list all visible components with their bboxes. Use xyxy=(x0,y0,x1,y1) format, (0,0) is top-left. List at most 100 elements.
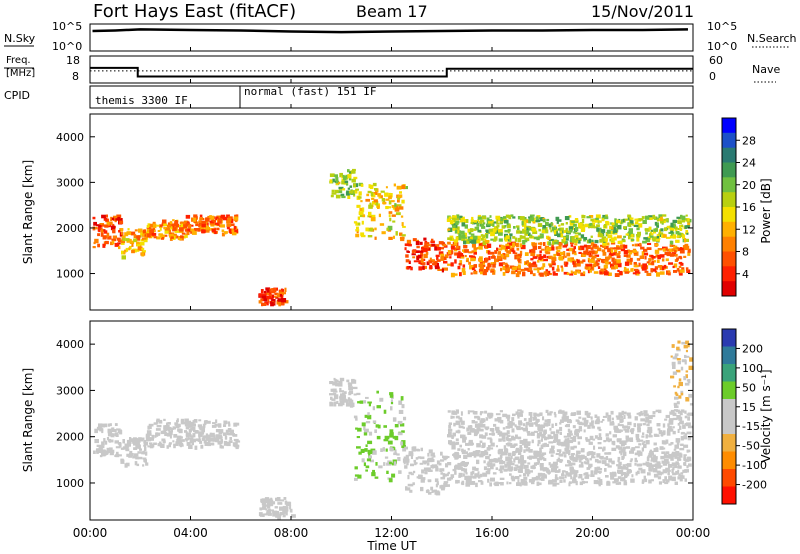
heatmap-cell xyxy=(384,192,389,197)
heatmap-cell xyxy=(111,240,115,245)
heatmap-cell xyxy=(410,455,413,459)
heatmap-cell xyxy=(105,440,108,445)
heatmap-cell xyxy=(460,482,464,485)
heatmap-cell xyxy=(484,451,489,455)
heatmap-cell xyxy=(672,417,678,421)
heatmap-cell xyxy=(196,438,199,442)
heatmap-cell xyxy=(529,235,532,239)
heatmap-cell xyxy=(554,464,558,469)
heatmap-cell xyxy=(571,453,575,456)
heatmap-cell xyxy=(355,233,360,238)
heatmap-cell xyxy=(420,479,425,483)
heatmap-cell xyxy=(429,265,433,268)
heatmap-cell xyxy=(660,216,663,221)
heatmap-cell xyxy=(174,422,179,425)
heatmap-cell xyxy=(483,466,487,471)
heatmap-cell xyxy=(475,482,478,488)
heatmap-cell xyxy=(349,382,353,387)
heatmap-cell xyxy=(576,429,580,433)
heatmap-cell xyxy=(528,264,532,268)
heatmap-cell xyxy=(188,444,193,449)
heatmap-cell xyxy=(560,223,565,226)
heatmap-cell xyxy=(606,229,611,234)
heatmap-cell xyxy=(588,412,591,415)
heatmap-cell xyxy=(232,442,238,447)
heatmap-cell xyxy=(648,258,652,262)
heatmap-cell xyxy=(363,400,367,404)
heatmap-cell xyxy=(357,216,360,220)
heatmap-cell xyxy=(571,438,577,442)
heatmap-cell xyxy=(193,216,198,219)
heatmap-cell xyxy=(455,438,459,442)
heatmap-cell xyxy=(185,438,188,442)
heatmap-cell xyxy=(583,237,588,241)
heatmap-cell xyxy=(377,193,382,197)
heatmap-cell xyxy=(674,481,678,485)
heatmap-cell xyxy=(677,268,680,272)
heatmap-cell xyxy=(258,300,262,304)
heatmap-cell xyxy=(483,238,487,241)
heatmap-cell xyxy=(643,237,648,240)
heatmap-cell xyxy=(532,478,535,482)
heatmap-cell xyxy=(669,228,675,231)
heatmap-cell xyxy=(479,428,484,432)
heatmap-cell xyxy=(572,479,577,484)
heatmap-cell xyxy=(586,264,590,267)
heatmap-cell xyxy=(380,448,383,452)
heatmap-cell xyxy=(398,400,403,405)
heatmap-cell xyxy=(107,438,112,442)
heatmap-cell xyxy=(617,476,622,479)
heatmap-cell xyxy=(615,482,619,485)
heatmap-cell xyxy=(620,418,624,423)
heatmap-cell xyxy=(591,250,595,255)
heatmap-cell xyxy=(634,452,640,456)
heatmap-cell xyxy=(593,271,599,274)
heatmap-cell xyxy=(646,272,652,276)
heatmap-cell xyxy=(670,230,674,234)
heatmap-cell xyxy=(550,222,553,227)
heatmap-cell xyxy=(233,438,239,442)
heatmap-cell xyxy=(136,241,140,245)
heatmap-cell xyxy=(622,464,626,467)
heatmap-cell xyxy=(688,463,692,467)
heatmap-cell xyxy=(510,442,513,447)
heatmap-cell xyxy=(482,472,488,477)
heatmap-cell xyxy=(348,384,351,387)
heatmap-cell xyxy=(539,477,544,481)
heatmap-cell xyxy=(452,223,456,228)
heatmap-cell xyxy=(678,255,682,259)
heatmap-cell xyxy=(552,262,556,266)
heatmap-cell xyxy=(468,439,473,444)
heatmap-cell xyxy=(510,455,513,460)
heatmap-cell xyxy=(662,234,667,238)
heatmap-cell xyxy=(569,229,573,233)
heatmap-cell xyxy=(143,239,148,243)
heatmap-cell xyxy=(546,247,550,251)
heatmap-cell xyxy=(517,409,522,412)
heatmap-cell xyxy=(428,449,433,454)
heatmap-cell xyxy=(689,403,693,406)
heatmap-cell xyxy=(188,428,192,433)
heatmap-cell xyxy=(539,272,544,277)
heatmap-cell xyxy=(572,238,577,243)
heatmap-cell xyxy=(224,435,228,440)
heatmap-cell xyxy=(652,411,656,415)
heatmap-cell xyxy=(97,227,101,232)
heatmap-cell xyxy=(469,239,473,244)
heatmap-cell xyxy=(159,227,162,231)
heatmap-cell xyxy=(617,235,622,239)
heatmap-cell xyxy=(591,225,595,229)
heatmap-cell xyxy=(566,445,570,450)
heatmap-cell xyxy=(285,511,288,516)
heatmap-cell xyxy=(505,243,510,247)
heatmap-cell xyxy=(486,266,490,271)
heatmap-cell xyxy=(675,231,680,235)
heatmap-cell xyxy=(516,256,521,259)
heatmap-cell xyxy=(448,428,453,432)
heatmap-cell xyxy=(430,243,436,247)
heatmap-cell xyxy=(110,433,115,438)
heatmap-cell xyxy=(412,256,416,259)
heatmap-cell xyxy=(498,217,501,222)
heatmap-cell xyxy=(190,428,194,431)
heatmap-cell xyxy=(654,463,658,466)
